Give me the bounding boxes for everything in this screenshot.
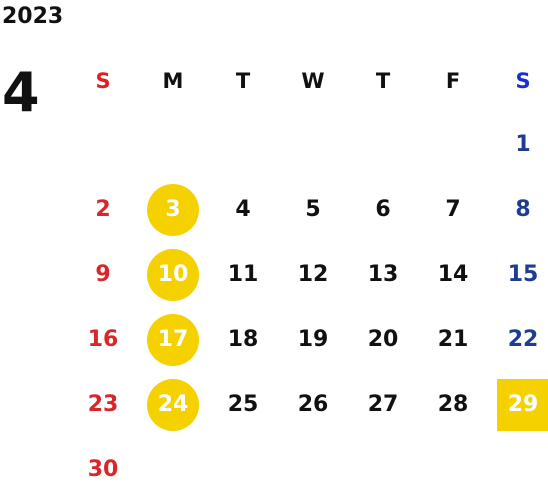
day-number: 12 [297, 262, 329, 287]
day-number: 6 [375, 197, 391, 222]
day-cell: 27 [348, 372, 418, 437]
day-number: 19 [297, 327, 329, 352]
day-number: 30 [87, 457, 119, 482]
day-cell [278, 437, 348, 502]
day-number: 11 [227, 262, 259, 287]
week-row-3: 9 10 11 12 13 14 15 [68, 242, 548, 307]
day-cell: 8 [488, 177, 548, 242]
weekday-header-wednesday: W [278, 50, 348, 112]
day-number: 21 [437, 327, 469, 352]
day-cell [208, 437, 278, 502]
weekday-header-row: S M T W T F S [68, 50, 548, 112]
day-cell: 5 [278, 177, 348, 242]
holiday-day-number: 3 [147, 183, 199, 236]
day-cell [278, 112, 348, 177]
day-cell: 19 [278, 307, 348, 372]
day-cell: 30 [68, 437, 138, 502]
day-cell [348, 112, 418, 177]
day-cell [68, 112, 138, 177]
day-cell [138, 112, 208, 177]
day-cell: 3 [138, 177, 208, 242]
day-cell: 23 [68, 372, 138, 437]
day-cell: 17 [138, 307, 208, 372]
weekday-header-saturday: S [488, 50, 548, 112]
day-cell: 20 [348, 307, 418, 372]
day-number: 16 [87, 327, 119, 352]
day-number: 15 [507, 262, 539, 287]
weekday-label: M [162, 69, 184, 93]
day-number: 27 [367, 392, 399, 417]
week-row-4: 16 17 18 19 20 21 22 [68, 307, 548, 372]
holiday-day-number: 29 [497, 378, 548, 431]
day-cell [138, 437, 208, 502]
day-cell: 25 [208, 372, 278, 437]
weekday-label: T [375, 69, 391, 93]
day-cell: 11 [208, 242, 278, 307]
day-cell [348, 437, 418, 502]
weekday-header-tuesday: T [208, 50, 278, 112]
day-number: 4 [235, 197, 251, 222]
day-number: 20 [367, 327, 399, 352]
weekday-header-sunday: S [68, 50, 138, 112]
day-cell: 16 [68, 307, 138, 372]
calendar-grid: S M T W T F S 1 2 3 4 5 6 7 8 9 10 11 12… [68, 50, 548, 502]
holiday-day-number: 17 [147, 313, 199, 366]
day-cell: 24 [138, 372, 208, 437]
day-number: 14 [437, 262, 469, 287]
day-cell: 22 [488, 307, 548, 372]
weekday-label: W [301, 69, 325, 93]
day-cell: 14 [418, 242, 488, 307]
day-cell [208, 112, 278, 177]
weekday-header-friday: F [418, 50, 488, 112]
day-number: 9 [95, 262, 111, 287]
day-cell: 15 [488, 242, 548, 307]
day-cell: 10 [138, 242, 208, 307]
day-number: 7 [445, 197, 461, 222]
week-row-1: 1 [68, 112, 548, 177]
week-row-5: 23 24 25 26 27 28 29 [68, 372, 548, 437]
day-cell: 18 [208, 307, 278, 372]
year-label: 2023 [2, 4, 64, 29]
day-cell: 13 [348, 242, 418, 307]
day-cell: 6 [348, 177, 418, 242]
day-number: 8 [515, 197, 531, 222]
day-cell: 2 [68, 177, 138, 242]
weekday-label: S [515, 69, 531, 93]
weekday-header-thursday: T [348, 50, 418, 112]
day-number: 25 [227, 392, 259, 417]
month-number: 4 [2, 61, 40, 124]
day-number: 5 [305, 197, 321, 222]
day-number: 2 [95, 197, 111, 222]
day-cell: 26 [278, 372, 348, 437]
day-cell: 21 [418, 307, 488, 372]
day-cell [488, 437, 548, 502]
day-cell: 4 [208, 177, 278, 242]
week-row-6: 30 [68, 437, 548, 502]
day-number: 13 [367, 262, 399, 287]
weekday-label: T [235, 69, 251, 93]
day-cell: 9 [68, 242, 138, 307]
holiday-day-number: 24 [147, 378, 199, 431]
day-number: 23 [87, 392, 119, 417]
day-cell: 1 [488, 112, 548, 177]
day-cell: 12 [278, 242, 348, 307]
day-number: 28 [437, 392, 469, 417]
day-number: 1 [515, 132, 531, 157]
day-cell [418, 112, 488, 177]
day-cell: 29 [488, 372, 548, 437]
holiday-day-number: 10 [147, 248, 199, 301]
day-cell [418, 437, 488, 502]
day-cell: 28 [418, 372, 488, 437]
weekday-header-monday: M [138, 50, 208, 112]
day-number: 22 [507, 327, 539, 352]
weekday-label: F [445, 69, 461, 93]
day-cell: 7 [418, 177, 488, 242]
day-number: 26 [297, 392, 329, 417]
week-row-2: 2 3 4 5 6 7 8 [68, 177, 548, 242]
weekday-label: S [95, 69, 111, 93]
day-number: 18 [227, 327, 259, 352]
